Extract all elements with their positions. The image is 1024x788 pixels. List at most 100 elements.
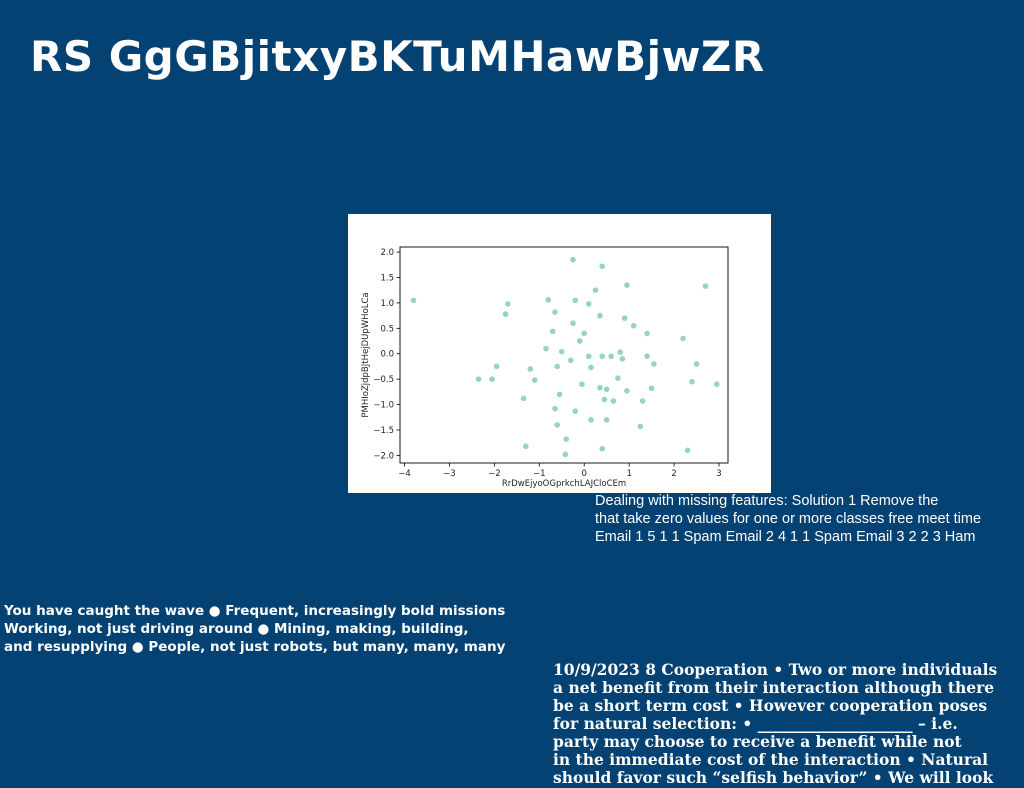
x-tick-label: −3	[443, 469, 456, 479]
y-tick-label: 0.5	[380, 324, 394, 334]
slide-title: RS GgGBjitxyBKTuMHawBjwZR	[30, 32, 765, 81]
scatter-plot-figure: −4 −3 −2 −1 0 1 2 3 −2.0 −1.5 −1.0 −0.5 0.0 0.5 1.0 1.…	[348, 214, 771, 493]
scatter-point	[637, 423, 644, 430]
scatter-point	[592, 287, 599, 293]
scatter-point	[608, 353, 614, 360]
scatter-point	[520, 395, 527, 402]
catch-the-wave-line: You have caught the wave ● Frequent, inc…	[4, 603, 506, 619]
cooperation-line: in the immediate cost of the interaction…	[553, 750, 989, 769]
scatter-point	[570, 320, 576, 327]
scatter-point	[619, 356, 626, 362]
scatter-point	[615, 375, 621, 381]
scatter-point	[527, 366, 534, 372]
catch-the-wave-line: and resupplying ● People, not just robot…	[4, 639, 506, 655]
scatter-point	[621, 315, 628, 321]
scatter-point	[713, 381, 720, 388]
y-axis-label: PMHIoZjdpBJtHejDUpWHoLCa	[361, 292, 371, 417]
scatter-plot: −4 −3 −2 −1 0 1 2 3 −2.0 −1.5 −1.0 −0.5 0.0 0.5 1.0 1.…	[361, 246, 729, 489]
missing-features-line: Email 1 5 1 1 Spam Email 2 4 1 1 Spam Em…	[595, 529, 976, 545]
scatter-point	[603, 417, 610, 423]
missing-features-text: Dealing with missing features: Solution …	[595, 492, 981, 546]
x-axis-ticks: −4 −3 −2 −1 0 1 2 3	[398, 463, 722, 479]
scatter-point	[552, 405, 558, 412]
y-tick-label: 0.0	[380, 350, 394, 360]
scatter-point	[624, 388, 630, 394]
scatter-point	[599, 263, 605, 270]
scatter-point	[545, 297, 552, 303]
scatter-points	[410, 256, 720, 458]
y-tick-label: −1.5	[373, 426, 394, 436]
x-axis-label: RrDwEjyoOGprkchLAJCloCEm	[502, 479, 626, 489]
scatter-point	[581, 330, 588, 337]
scatter-point	[502, 311, 509, 317]
catch-the-wave-line: Working, not just driving around ● Minin…	[4, 621, 469, 637]
x-tick-label: −1	[533, 469, 546, 479]
x-tick-label: −4	[398, 469, 411, 479]
scatter-point	[576, 338, 583, 344]
scatter-point	[617, 349, 623, 356]
scatter-point	[549, 328, 556, 335]
scatter-point	[570, 256, 576, 263]
scatter-point	[644, 353, 650, 360]
scatter-point	[588, 417, 594, 423]
scatter-point	[599, 353, 605, 360]
x-tick-label: 2	[671, 469, 676, 479]
scatter-point	[543, 345, 549, 352]
scatter-point	[603, 386, 610, 393]
catch-the-wave-text: You have caught the wave ● Frequent, inc…	[4, 602, 505, 656]
cooperation-line: be a short term cost • However cooperati…	[553, 696, 988, 715]
scatter-point	[489, 376, 495, 382]
cooperation-line: for natural selection: • _______________…	[553, 714, 958, 733]
scatter-point	[567, 357, 574, 364]
scatter-point	[552, 309, 558, 315]
missing-features-line: that take zero values for one or more cl…	[595, 511, 982, 527]
y-tick-label: −1.0	[373, 401, 394, 411]
scatter-point	[523, 443, 529, 450]
scatter-point	[597, 384, 603, 391]
scatter-point	[597, 312, 603, 319]
scatter-point	[585, 353, 592, 360]
cooperation-line: party may choose to receive a benefit wh…	[553, 732, 962, 751]
scatter-point	[563, 436, 570, 442]
scatter-point	[588, 364, 594, 371]
scatter-point	[601, 396, 608, 403]
cooperation-line: 10/9/2023 8 Cooperation • Two or more in…	[553, 660, 998, 679]
scatter-point	[684, 447, 691, 454]
x-tick-label: 0	[582, 469, 587, 479]
scatter-point	[610, 398, 617, 404]
scatter-point	[493, 363, 500, 370]
y-tick-label: −0.5	[373, 375, 394, 385]
scatter-point	[572, 408, 579, 414]
scatter-point	[693, 361, 700, 367]
cooperation-text: 10/9/2023 8 Cooperation • Two or more in…	[553, 661, 997, 787]
missing-features-line: Dealing with missing features: Solution …	[595, 493, 939, 509]
cooperation-line: should favor such “selfish behavior” • W…	[553, 768, 994, 787]
x-tick-label: −2	[488, 469, 501, 479]
scatter-point	[558, 348, 565, 355]
x-tick-label: 3	[716, 469, 721, 479]
scatter-point	[624, 282, 630, 288]
scatter-point	[702, 283, 709, 289]
y-tick-label: 1.5	[380, 273, 394, 283]
scatter-point	[639, 398, 646, 404]
scatter-point	[648, 385, 655, 392]
scatter-point	[585, 301, 592, 307]
scatter-point	[475, 376, 482, 382]
y-tick-label: −2.0	[373, 451, 394, 461]
y-tick-label: 1.0	[380, 299, 394, 309]
scatter-point	[680, 335, 686, 342]
scatter-point	[599, 445, 605, 452]
y-axis-ticks: −2.0 −1.5 −1.0 −0.5 0.0 0.5 1.0 1.5 2.0	[373, 248, 400, 461]
scatter-point	[651, 361, 657, 367]
scatter-point	[531, 377, 538, 383]
scatter-point	[572, 297, 579, 304]
plot-area-frame	[399, 246, 729, 464]
scatter-point	[630, 322, 637, 329]
scatter-point	[579, 381, 585, 388]
scatter-point	[562, 451, 569, 458]
scatter-point	[644, 330, 650, 337]
scatter-point	[554, 363, 561, 370]
scatter-point	[556, 391, 563, 398]
x-tick-label: 1	[626, 469, 631, 479]
y-tick-label: 2.0	[380, 248, 394, 258]
